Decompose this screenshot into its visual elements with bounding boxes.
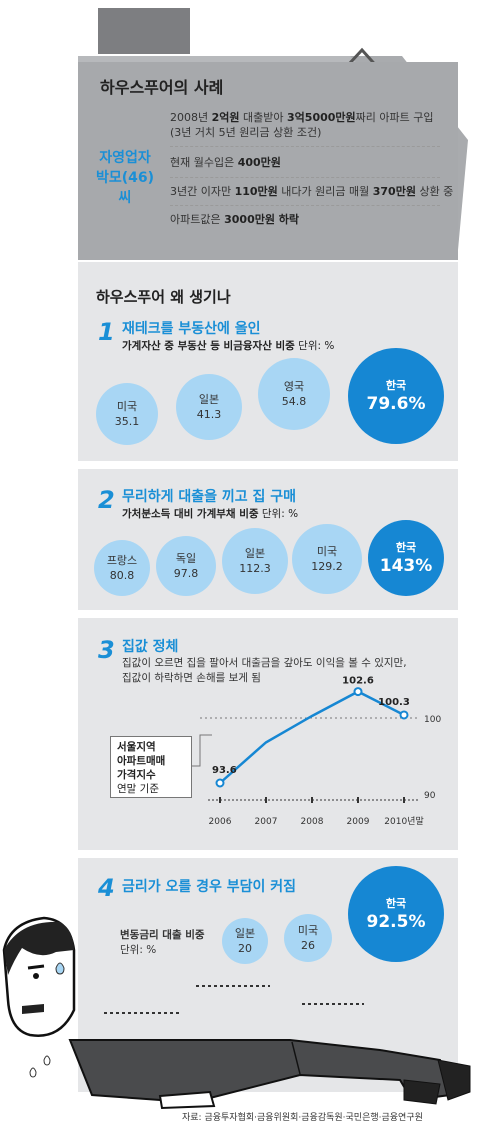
section-unit: 단위: % <box>120 944 157 956</box>
circle-korea: 한국 92.5% <box>348 866 444 962</box>
case-person-name: 박모(46)씨 <box>95 170 155 206</box>
section-number: 4 <box>98 874 115 902</box>
circle-usa: 미국 26 <box>284 914 332 962</box>
section-label: 변동금리 대출 비중 <box>120 929 205 941</box>
section-title: 집값 정체 <box>122 639 179 655</box>
section-divider <box>78 850 458 858</box>
circle-germany: 독일 97.8 <box>156 536 216 596</box>
circle-france: 프랑스 80.8 <box>94 540 150 596</box>
data-label: 100.3 <box>378 697 410 708</box>
data-label: 93.6 <box>212 765 237 776</box>
x-tick-label: 2008 <box>301 817 324 827</box>
y-tick-label: 90 <box>424 791 436 801</box>
series-line <box>219 690 405 784</box>
circle-usa: 미국 129.2 <box>292 524 362 594</box>
section-subtitle: 가처분소득 대비 가계부채 비중 단위: % <box>122 508 299 520</box>
divider <box>170 146 440 147</box>
x-tick-label: 2009 <box>347 817 370 827</box>
section-divider <box>78 610 458 618</box>
section-subtitle: 가계자산 중 부동산 등 비금융자산 비중 단위: % <box>122 340 335 352</box>
y-tick-label: 100 <box>424 715 441 725</box>
data-point <box>215 778 225 788</box>
chart-legend-box: 서울지역 아파트매매 가격지수 연말 기준 <box>110 736 192 798</box>
house-panel <box>78 62 458 260</box>
divider <box>170 205 440 206</box>
source-note: 자료: 금융투자협회·금융위원회·금융감독원·국민은행·금융연구원 <box>182 1113 423 1123</box>
section-number: 3 <box>98 636 115 664</box>
case-person-job: 자영업자 <box>99 150 151 166</box>
section-divider <box>78 461 458 469</box>
case-line-3: 3년간 이자만 110만원 내다가 원리금 매월 370만원 상환 중 <box>170 185 454 198</box>
circle-korea: 한국 143% <box>368 520 444 596</box>
case-title: 하우스푸어의 사례 <box>100 78 224 97</box>
data-label: 102.6 <box>342 676 374 687</box>
section-title: 금리가 오를 경우 부담이 커짐 <box>122 879 297 895</box>
section-title: 무리하게 대출을 끼고 집 구매 <box>122 489 297 505</box>
x-tick-label: 2010년말 <box>384 815 423 827</box>
circle-japan: 일본 20 <box>222 918 268 964</box>
case-line-1b: (3년 거치 5년 원리금 상환 조건) <box>170 126 322 139</box>
data-point <box>399 710 409 720</box>
circle-uk: 영국 54.8 <box>258 358 330 430</box>
x-tick-label: 2006 <box>209 817 232 827</box>
main-title: 하우스푸어 왜 생기나 <box>96 288 231 306</box>
circle-usa: 미국 35.1 <box>96 383 158 445</box>
section-number: 2 <box>98 486 115 514</box>
case-line-4: 아파트값은 3000만원 하락 <box>170 213 300 226</box>
circle-japan: 일본 41.3 <box>176 374 242 440</box>
house-roof <box>78 8 468 260</box>
x-tick-label: 2007 <box>255 817 278 827</box>
section-description: 집값이 하락하면 손해를 보게 됨 <box>122 672 261 684</box>
section-title: 재테크를 부동산에 올인 <box>122 321 261 337</box>
case-line-2: 현재 월수입은 400만원 <box>170 156 281 169</box>
data-point <box>353 687 363 697</box>
legend-connector <box>192 734 212 767</box>
chimney <box>98 8 190 54</box>
section-number: 1 <box>98 318 115 346</box>
case-person: 자영업자 박모(46)씨 <box>92 148 158 208</box>
circle-korea: 한국 79.6% <box>348 348 444 444</box>
divider <box>170 177 440 178</box>
circle-japan: 일본 112.3 <box>222 528 288 594</box>
section-description: 집값이 오르면 집을 팔아서 대출금을 갚아도 이익을 볼 수 있지만, <box>122 657 407 669</box>
case-line-1: 2008년 2억원 대출받아 3억5000만원짜리 아파트 구입 <box>170 111 434 124</box>
